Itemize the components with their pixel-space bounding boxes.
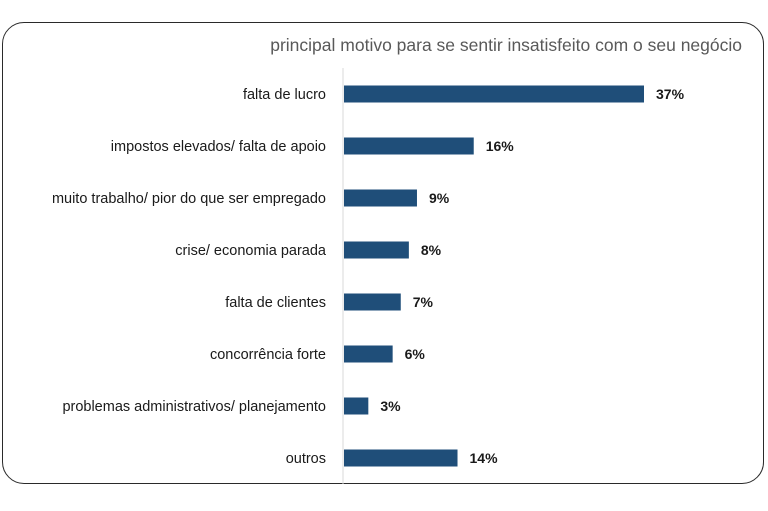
value-label: 16% <box>486 138 515 154</box>
value-label: 8% <box>421 242 442 258</box>
category-label: crise/ economia parada <box>175 243 327 259</box>
value-label: 3% <box>380 398 401 414</box>
category-label: concorrência forte <box>210 347 326 363</box>
bar <box>344 397 369 415</box>
value-label: 6% <box>405 346 426 362</box>
bar <box>344 449 458 467</box>
category-label: muito trabalho/ pior do que ser empregad… <box>52 191 326 207</box>
value-label: 14% <box>470 450 499 466</box>
bar <box>344 189 417 207</box>
category-label: impostos elevados/ falta de apoio <box>111 139 326 155</box>
value-label: 9% <box>429 190 450 206</box>
bar <box>344 293 401 311</box>
bars-group: falta de lucro 37% impostos elevados/ falt… <box>52 85 685 467</box>
bar <box>344 345 393 363</box>
bar <box>344 241 409 259</box>
category-label: outros <box>286 451 326 467</box>
value-label: 37% <box>656 86 685 102</box>
chart-title: principal motivo para se sentir insatisf… <box>270 35 742 55</box>
category-label: falta de lucro <box>243 87 326 103</box>
bar <box>344 85 644 103</box>
value-label: 7% <box>413 294 434 310</box>
bar <box>344 137 474 155</box>
category-label: falta de clientes <box>225 295 326 311</box>
category-label: problemas administrativos/ planejamento <box>62 399 326 415</box>
